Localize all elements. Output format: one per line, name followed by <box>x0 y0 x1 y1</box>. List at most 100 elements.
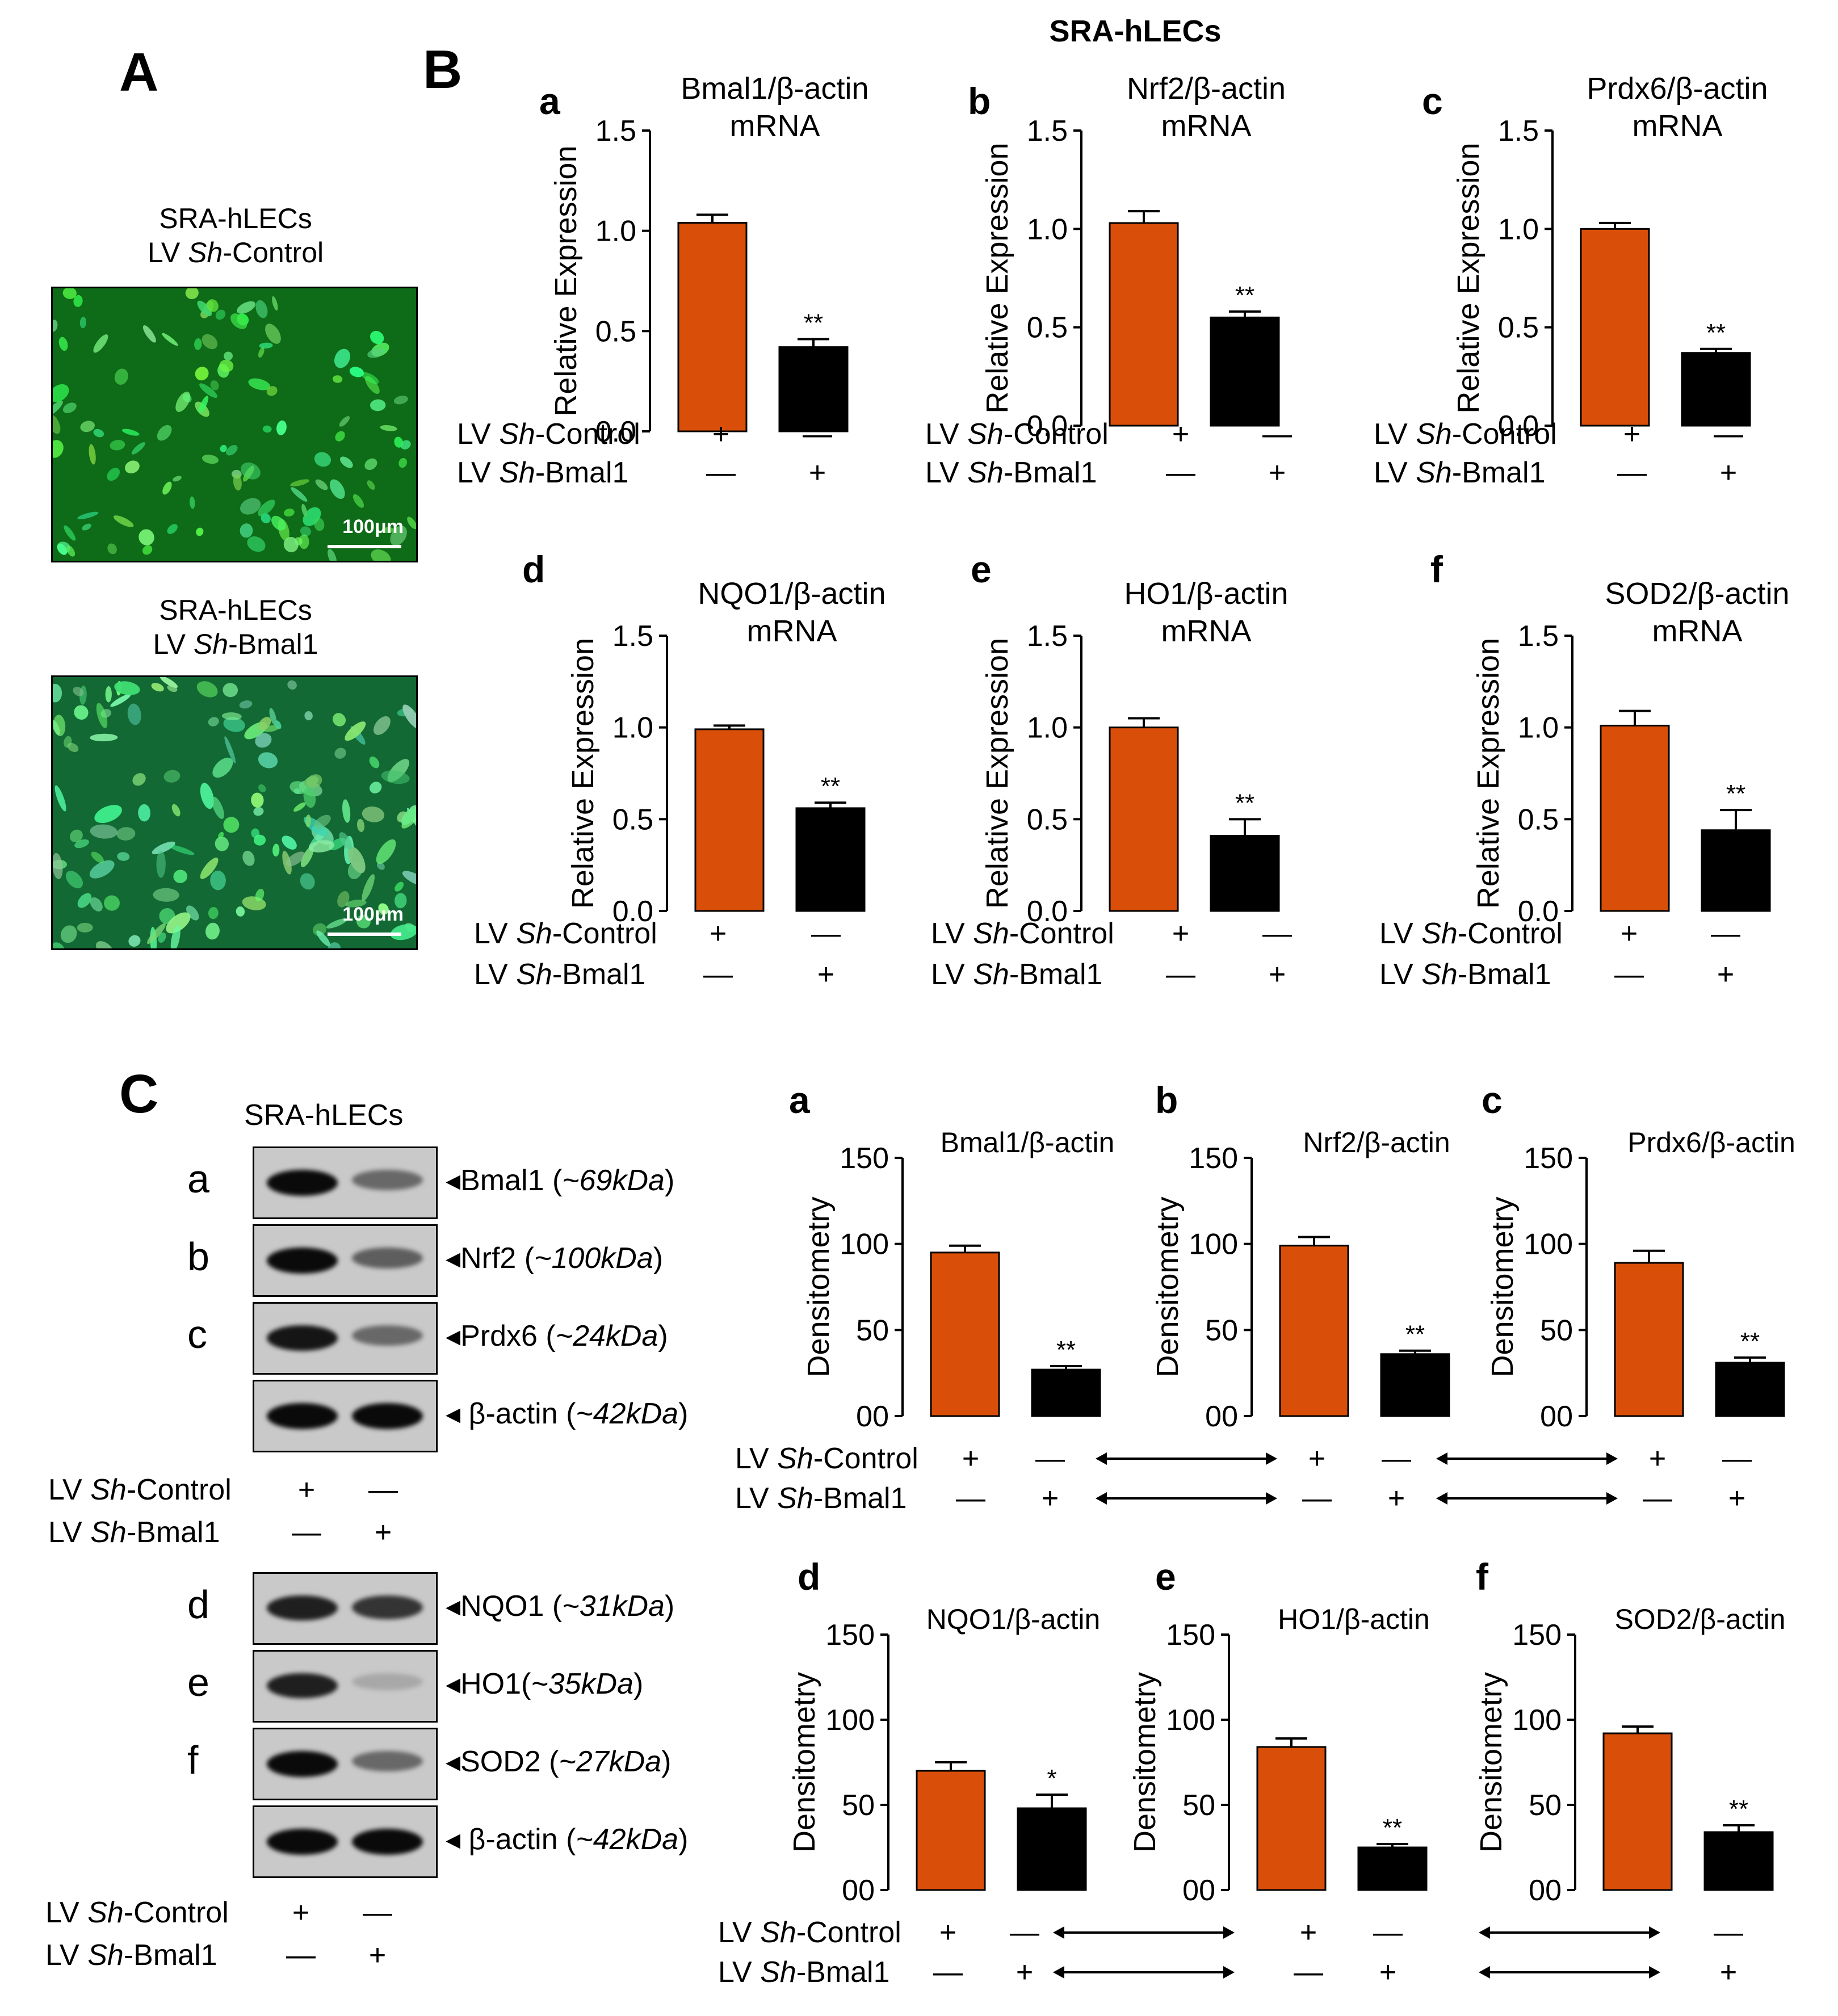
cell <box>163 770 181 783</box>
cell <box>210 870 226 891</box>
cell <box>127 703 141 725</box>
figure-title: SRA-hLECs <box>1049 14 1222 48</box>
cell <box>272 296 278 311</box>
blot-strip <box>253 1572 438 1645</box>
cell <box>276 420 287 435</box>
sign-minus: — <box>803 418 832 451</box>
blot-letter: e <box>187 1660 209 1704</box>
cell <box>223 683 238 698</box>
background-glow <box>53 288 416 561</box>
sign-plus: + <box>1268 958 1286 991</box>
treatment-label-control: LV Sh-Control <box>735 1442 918 1475</box>
treatment-label-control: LV Sh-Control <box>48 1473 232 1506</box>
treatment-label-control: LV Sh-Control <box>474 917 657 950</box>
chart-title: Bmal1/β-actin <box>681 72 868 106</box>
y-tick-label: 1.5 <box>1027 620 1068 653</box>
sign-minus: — <box>933 1956 963 1989</box>
blot-label: ◂Bmal1 (~69kDa) <box>446 1164 675 1197</box>
cell <box>378 903 389 915</box>
subpanel-letter: e <box>1155 1556 1176 1598</box>
y-tick-label: 1.0 <box>1498 213 1539 246</box>
chart-title: mRNA <box>1161 614 1252 648</box>
cell <box>353 494 364 508</box>
cell <box>105 686 112 703</box>
cell <box>345 721 366 741</box>
y-tick-label: 1.5 <box>595 115 636 148</box>
subpanel-letter: c <box>1422 80 1443 122</box>
cell <box>189 496 195 509</box>
treatment-label-control: LV Sh-Control <box>1374 418 1557 451</box>
cell <box>300 846 314 867</box>
protein-band <box>267 1403 338 1429</box>
cell <box>303 787 316 808</box>
cell <box>327 942 341 948</box>
y-tick-label: 50 <box>842 1789 875 1822</box>
cell <box>200 783 214 809</box>
arrow-head-left <box>1053 1926 1064 1939</box>
y-tick-label: 50 <box>1540 1314 1573 1347</box>
cell <box>315 479 328 490</box>
treatment-label-bmal1: LV Sh-Bmal1 <box>925 456 1097 489</box>
cell <box>407 516 416 530</box>
cell <box>251 828 259 838</box>
sign-plus: + <box>374 1516 392 1549</box>
cell <box>326 918 347 929</box>
cell <box>361 372 379 384</box>
fluorescence-image: 100μm <box>51 675 418 950</box>
cell <box>240 523 253 538</box>
cell <box>65 871 83 889</box>
y-tick-label: 00 <box>1205 1400 1238 1433</box>
cell <box>125 460 140 474</box>
y-axis-label: Relative Expression <box>980 142 1014 413</box>
cell <box>169 845 195 855</box>
protein-band <box>267 1595 338 1620</box>
cell <box>289 781 308 795</box>
cell <box>367 348 385 358</box>
y-tick-label: 100 <box>1512 1704 1562 1737</box>
cell <box>74 705 89 720</box>
cell <box>314 452 331 467</box>
cell <box>69 829 83 843</box>
cell <box>282 835 297 850</box>
sign-plus: + <box>1717 958 1735 991</box>
chart-B-c: 0.0 0.5 1.0 1.5 Relative Expression Prdx6/β-a… <box>1451 72 1768 443</box>
cell <box>139 529 154 545</box>
cell <box>147 923 166 944</box>
y-tick-label: 50 <box>1529 1789 1562 1822</box>
cell <box>370 331 384 345</box>
cell <box>335 431 345 442</box>
bar-control <box>1109 222 1179 427</box>
y-tick-label: 0.0 <box>595 415 636 448</box>
arrow-head-right <box>1223 1966 1235 1979</box>
micrograph-title-line1: SRA-hLECs <box>159 594 312 626</box>
sign-plus: + <box>368 1939 387 1972</box>
cell <box>104 895 120 911</box>
y-tick-label: 1.0 <box>1027 712 1068 745</box>
subpanel-letter: e <box>971 548 992 590</box>
blot-letter: c <box>187 1312 207 1356</box>
chart-title: Nrf2/β-actin <box>1127 72 1286 106</box>
cell <box>306 774 322 788</box>
micrograph-title-line2: LV Sh-Bmal1 <box>153 628 318 660</box>
bar-control <box>916 1770 986 1891</box>
chart-B-f: 0.0 0.5 1.0 1.5 Relative Expression SOD2/β-ac… <box>1471 577 1790 928</box>
treatment-label-control: LV Sh-Control <box>931 917 1114 950</box>
cell <box>207 299 219 312</box>
sign-minus: — <box>1373 1916 1403 1949</box>
arrow-head-right <box>1223 1926 1235 1939</box>
cell <box>339 456 353 468</box>
significance-marker: ** <box>821 772 840 800</box>
treatment-label-control: LV Sh-Control <box>457 418 640 451</box>
cell <box>121 429 140 436</box>
cell <box>300 526 311 536</box>
treatment-label-bmal1: LV Sh-Bmal1 <box>45 1939 217 1972</box>
cell <box>93 334 108 353</box>
cell <box>128 935 141 947</box>
cell <box>54 785 66 812</box>
cell <box>182 393 192 403</box>
y-tick-label: 100 <box>1166 1704 1215 1737</box>
range-arrow <box>1053 1966 1235 1979</box>
y-tick-label: 0.5 <box>1498 312 1539 345</box>
cell <box>89 444 96 465</box>
